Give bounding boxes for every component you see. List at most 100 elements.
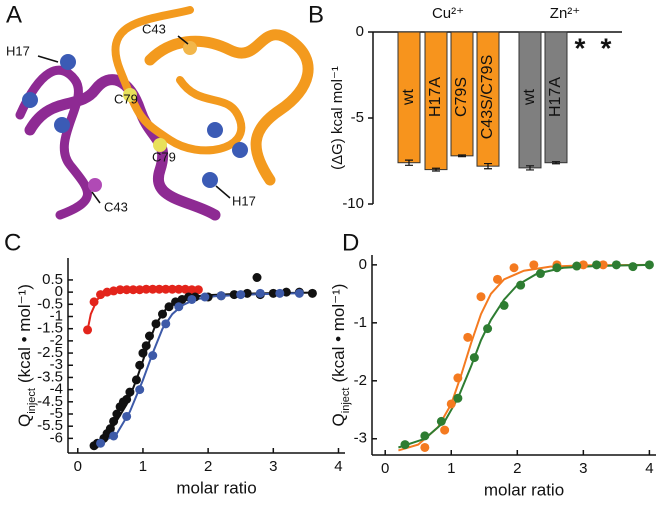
data-point bbox=[216, 291, 226, 301]
y-tick-label: 0 bbox=[359, 256, 367, 273]
data-point bbox=[294, 288, 304, 298]
error-bar bbox=[484, 162, 492, 170]
data-point bbox=[151, 319, 161, 329]
sphere bbox=[207, 122, 223, 138]
sphere bbox=[153, 138, 167, 152]
x-axis-label: molar ratio bbox=[176, 478, 256, 497]
y-tick-label: -5 bbox=[351, 109, 364, 126]
data-point bbox=[187, 294, 197, 304]
data-point bbox=[463, 332, 473, 342]
bar-label: H17A bbox=[427, 77, 444, 117]
x-tick-label: 4 bbox=[334, 458, 342, 475]
annotation: C43 bbox=[104, 199, 128, 214]
data-point bbox=[446, 399, 456, 409]
data-point bbox=[109, 431, 119, 441]
y-tick-label: -2.5 bbox=[37, 344, 63, 361]
bar-label: H17A bbox=[547, 77, 564, 117]
data-point bbox=[180, 284, 190, 294]
data-point bbox=[552, 263, 562, 273]
annotation: H17 bbox=[232, 193, 256, 208]
data-point bbox=[161, 319, 171, 329]
arrow bbox=[91, 191, 101, 204]
error-bar bbox=[405, 159, 413, 166]
data-point bbox=[499, 300, 509, 310]
data-point bbox=[167, 284, 177, 294]
y-tick-label: -2 bbox=[354, 372, 367, 389]
x-tick-label: 3 bbox=[269, 458, 277, 475]
data-point bbox=[509, 263, 519, 273]
y-label-main: Q bbox=[329, 413, 348, 426]
ribbon bbox=[15, 6, 314, 221]
panel-letter: D bbox=[342, 229, 359, 256]
data-point bbox=[89, 297, 99, 307]
sphere bbox=[54, 117, 70, 133]
x-tick-label: 1 bbox=[447, 460, 455, 477]
data-point bbox=[105, 424, 115, 434]
panel-letter: A bbox=[6, 1, 22, 28]
x-tick-label: 2 bbox=[204, 458, 212, 475]
data-point bbox=[252, 273, 262, 282]
sphere bbox=[123, 88, 137, 102]
data-point bbox=[535, 269, 545, 279]
data-point bbox=[125, 387, 135, 397]
data-point bbox=[187, 285, 197, 295]
bar-label: wt bbox=[521, 88, 538, 106]
sphere bbox=[60, 54, 76, 70]
x-tick-label: 1 bbox=[139, 458, 147, 475]
data-point bbox=[135, 285, 145, 295]
data-point bbox=[109, 416, 119, 426]
y-tick-label: -4.5 bbox=[37, 393, 63, 410]
data-point bbox=[611, 260, 621, 270]
fit-line bbox=[93, 291, 313, 447]
data-point bbox=[476, 292, 486, 302]
data-point bbox=[592, 260, 602, 270]
y-axis-label: (ΔG) kcal mol⁻¹ bbox=[329, 66, 346, 170]
sphere bbox=[22, 92, 38, 108]
error-bar bbox=[552, 161, 560, 165]
fit-line bbox=[398, 263, 650, 452]
data-point bbox=[96, 438, 106, 448]
helix bbox=[144, 29, 314, 186]
y-label-unit: (kcal • mol⁻¹) bbox=[15, 284, 34, 383]
data-point bbox=[148, 284, 158, 294]
data-point bbox=[275, 288, 285, 298]
data-point bbox=[135, 360, 145, 370]
data-point bbox=[193, 285, 203, 295]
bar-label: C43S/C79S bbox=[479, 55, 496, 140]
y-tick-label: -3.5 bbox=[37, 368, 63, 385]
data-point bbox=[229, 290, 239, 300]
data-point bbox=[572, 261, 582, 271]
helix bbox=[15, 65, 92, 220]
data-point bbox=[148, 351, 158, 360]
y-tick-label: -2 bbox=[50, 332, 63, 349]
sphere bbox=[202, 172, 218, 188]
data-point bbox=[440, 425, 450, 435]
y-tick-label: -1 bbox=[50, 307, 63, 324]
x-tick-label: 3 bbox=[579, 460, 587, 477]
data-point bbox=[128, 285, 138, 295]
data-point bbox=[122, 411, 132, 421]
annotation: C79 bbox=[114, 91, 138, 106]
fit-line bbox=[100, 292, 300, 445]
arrow bbox=[37, 55, 59, 63]
data-point bbox=[122, 285, 132, 295]
data-point bbox=[83, 325, 93, 335]
error-bar bbox=[526, 165, 534, 171]
data-point bbox=[307, 288, 317, 298]
x-axis-label: molar ratio bbox=[484, 480, 564, 499]
y-tick-label: -3 bbox=[354, 430, 367, 447]
y-label-unit: (kcal • mol⁻¹) bbox=[329, 284, 348, 383]
y-tick-label: -0.5 bbox=[37, 295, 63, 312]
structure-panel: A H17 C43 C79 C79 C43 bbox=[6, 1, 314, 221]
data-point bbox=[131, 375, 141, 385]
arrows bbox=[37, 35, 231, 204]
error-bar bbox=[432, 167, 440, 172]
data-point bbox=[529, 260, 539, 270]
data-point bbox=[420, 442, 430, 452]
arrow bbox=[215, 185, 231, 199]
error-bar bbox=[458, 154, 466, 158]
data-point bbox=[200, 292, 210, 302]
group-label: Cu²⁺ bbox=[432, 5, 464, 22]
sphere bbox=[232, 142, 248, 158]
helix bbox=[111, 6, 246, 155]
